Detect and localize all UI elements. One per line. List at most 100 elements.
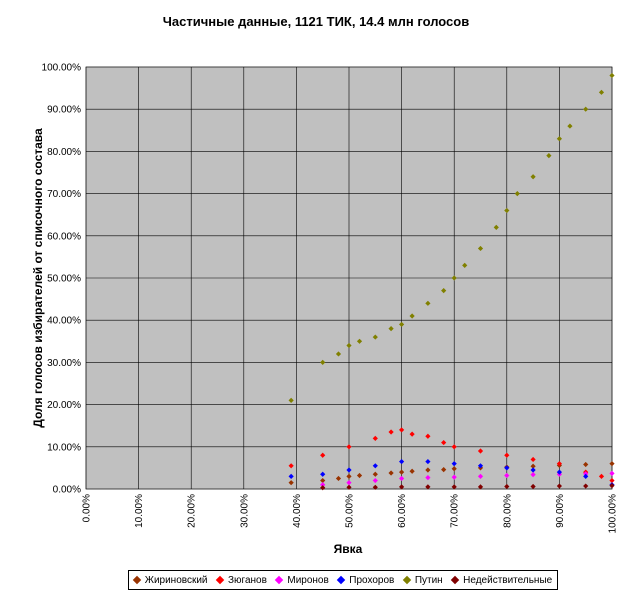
scatter-point (556, 136, 562, 142)
legend-label: Путин (414, 574, 443, 586)
legend-item: Зюганов (215, 575, 267, 586)
legend-marker-icon (450, 575, 460, 585)
scatter-point (583, 483, 589, 489)
legend-item: Жириновский (132, 575, 208, 586)
scatter-point (609, 483, 615, 489)
scatter-point (425, 458, 431, 465)
x-tick-label: 40.00% (292, 494, 303, 528)
y-tick-label: 30.00% (47, 358, 81, 369)
y-tick-label: 70.00% (47, 189, 81, 200)
scatter-point (288, 397, 294, 403)
legend-marker-icon (337, 575, 346, 585)
legend-label: Прохоров (349, 574, 395, 586)
scatter-point (409, 313, 415, 319)
x-tick-label: 80.00% (502, 494, 513, 528)
scatter-point (477, 463, 484, 469)
scatter-point (493, 224, 499, 230)
scatter-point (409, 431, 415, 437)
scatter-point (399, 469, 405, 475)
scatter-point (477, 245, 484, 252)
scatter-point (451, 484, 457, 490)
scatter-point (504, 472, 510, 479)
scatter-point (399, 475, 405, 482)
scatter-point (530, 174, 536, 180)
x-tick-label: 60.00% (397, 494, 408, 528)
scatter-point (356, 338, 363, 344)
scatter-point (372, 471, 378, 477)
scatter-point (451, 275, 457, 281)
scatter-point (451, 444, 457, 450)
scatter-point (320, 452, 326, 458)
scatter-point (320, 485, 326, 491)
legend-item: Недействительные (450, 575, 552, 586)
data-points (288, 72, 615, 491)
scatter-point (530, 472, 536, 478)
scatter-point (372, 477, 378, 484)
scatter-point (320, 359, 326, 365)
scatter-point (346, 484, 352, 490)
scatter-point (441, 288, 447, 294)
scatter-point (583, 106, 589, 112)
scatter-point (530, 467, 536, 473)
scatter-point (609, 461, 615, 467)
scatter-point (288, 473, 294, 479)
scatter-point (609, 72, 615, 79)
x-tick-label: 50.00% (345, 494, 356, 528)
scatter-point (530, 483, 536, 490)
scatter-point (530, 463, 536, 469)
x-tick-label: 70.00% (450, 494, 461, 528)
scatter-point (346, 480, 352, 486)
scatter-point (504, 207, 510, 214)
y-tick-label: 20.00% (47, 400, 81, 411)
scatter-point (320, 477, 326, 484)
scatter-point (425, 475, 431, 481)
scatter-point (388, 470, 394, 476)
scatter-point (451, 466, 457, 472)
y-tick-label: 10.00% (47, 442, 81, 453)
x-tick-label: 20.00% (187, 494, 198, 528)
scatter-point (441, 439, 447, 446)
chart-legend: Жириновский Зюганов Миронов Прохоров Путин Не… (128, 570, 558, 590)
scatter-point (477, 484, 484, 490)
scatter-point (504, 483, 510, 490)
x-axis-title: Явка (334, 542, 363, 556)
legend-marker-icon (275, 575, 284, 585)
scatter-point (288, 480, 294, 486)
scatter-point (583, 473, 589, 479)
scatter-point (346, 444, 352, 450)
chart-title: Частичные данные, 1121 ТИК, 14.4 млн гол… (162, 14, 470, 29)
scatter-point (425, 484, 431, 490)
legend-label: Миронов (287, 574, 329, 586)
scatter-point (504, 465, 510, 471)
scatter-point (583, 461, 589, 468)
y-tick-label: 40.00% (47, 316, 81, 327)
scatter-point (372, 334, 378, 340)
x-tick-label: 30.00% (239, 494, 250, 528)
scatter-point (372, 435, 378, 441)
scatter-point (477, 448, 484, 454)
scatter-point (356, 472, 363, 479)
scatter-point (399, 484, 405, 490)
scatter-point (372, 484, 378, 490)
scatter-point (451, 474, 457, 480)
scatter-point (546, 153, 552, 159)
scatter-point (335, 351, 342, 357)
scatter-point (451, 461, 457, 467)
scatter-point (609, 470, 615, 476)
y-tick-label: 50.00% (47, 274, 81, 285)
x-tick-label: 10.00% (134, 494, 145, 528)
y-axis-ticks: 0.00% 10.00% 20.00% 30.00% 40.00% 50.00% 60.00… (42, 63, 82, 496)
scatter-point (388, 429, 394, 435)
scatter-point (335, 475, 342, 482)
y-tick-label: 90.00% (47, 105, 81, 116)
scatter-point (609, 477, 615, 484)
scatter-point (556, 483, 562, 489)
scatter-point (462, 262, 468, 268)
scatter-point (598, 473, 605, 479)
x-axis-ticks: 0.00% 10.00% 20.00% 30.00% 40.00% 50.00% 60.00… (82, 494, 619, 534)
legend-marker-icon (132, 575, 141, 585)
scatter-point (477, 473, 484, 479)
scatter-point (530, 456, 536, 463)
scatter-point (320, 471, 326, 477)
